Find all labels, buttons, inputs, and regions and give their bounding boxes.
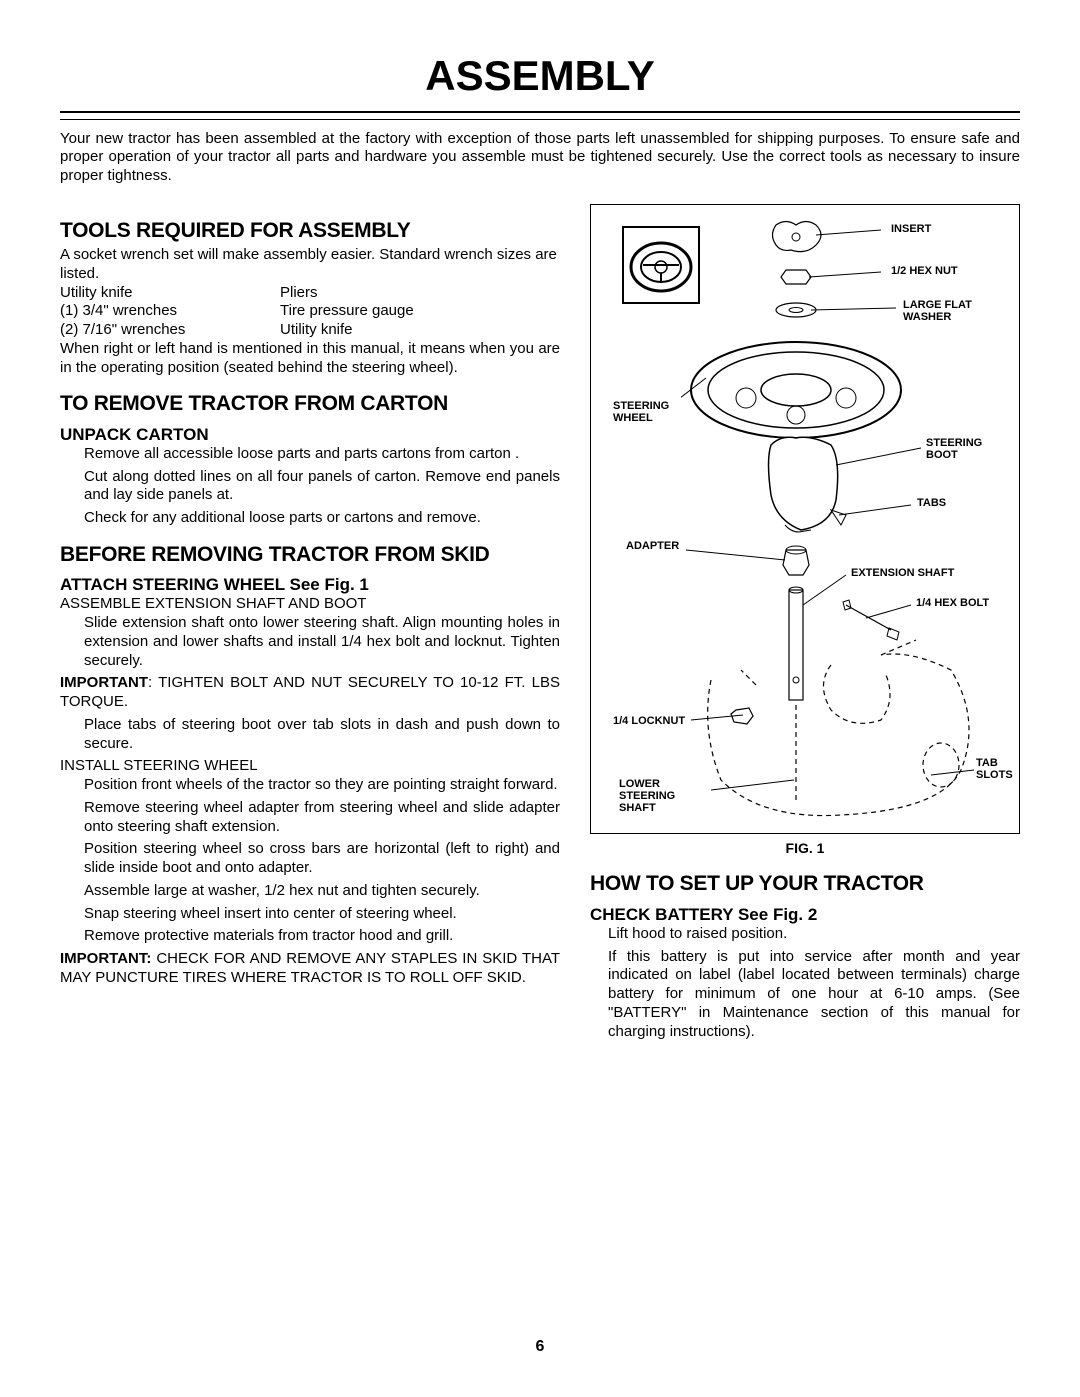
fig-label-washer: LARGE FLAT WASHER — [903, 299, 972, 323]
list-item: Position steering wheel so cross bars ar… — [84, 840, 560, 878]
fig-label-hexbolt: 1/4 HEX BOLT — [916, 597, 989, 609]
tabs-list: Place tabs of steering boot over tab slo… — [60, 716, 560, 754]
tool-item: Utility knife — [60, 284, 280, 303]
page-title: ASSEMBLY — [60, 50, 1020, 103]
assemble-line: ASSEMBLE EXTENSION SHAFT AND BOOT — [60, 595, 560, 614]
list-item: Slide extension shaft onto lower steerin… — [84, 614, 560, 670]
list-item: Assemble large at washer, 1/2 hex nut an… — [84, 882, 560, 901]
list-item: Place tabs of steering boot over tab slo… — [84, 716, 560, 754]
fig-label-locknut: 1/4 LOCKNUT — [613, 715, 685, 727]
tool-item: Utility knife — [280, 321, 414, 340]
unpack-heading: UNPACK CARTON — [60, 424, 560, 445]
tools-heading: TOOLS REQUIRED FOR ASSEMBLY — [60, 218, 560, 244]
setup-heading: HOW TO SET UP YOUR TRACTOR — [590, 871, 1020, 897]
battery-list: Lift hood to raised position. If this ba… — [590, 925, 1020, 1042]
figure-caption: FIG. 1 — [590, 840, 1020, 858]
figure-1: INSERT 1/2 HEX NUT LARGE FLAT WASHER STE… — [590, 204, 1020, 834]
assemble-list: Slide extension shaft onto lower steerin… — [60, 614, 560, 670]
fig-label-wheel: STEERING WHEEL — [613, 400, 669, 424]
unpack-list: Remove all accessible loose parts and pa… — [60, 445, 560, 528]
tools-note: When right or left hand is mentioned in … — [60, 340, 560, 378]
tool-item: (1) 3/4" wrenches — [60, 302, 280, 321]
list-item: Snap steering wheel insert into center o… — [84, 905, 560, 924]
fig-label-hexnut: 1/2 HEX NUT — [891, 265, 958, 277]
tools-col-2: Pliers Tire pressure gauge Utility knife — [280, 284, 414, 340]
list-item: Cut along dotted lines on all four panel… — [84, 468, 560, 506]
rule-thick — [60, 111, 1020, 113]
rule-thin — [60, 119, 1020, 120]
fig-label-insert: INSERT — [891, 223, 931, 235]
important-note-2: IMPORTANT: CHECK FOR AND REMOVE ANY STAP… — [60, 950, 560, 988]
fig-label-lower: LOWER STEERING SHAFT — [619, 778, 675, 814]
important-label: IMPORTANT — [60, 674, 148, 691]
list-item: Lift hood to raised position. — [608, 925, 1020, 944]
list-item: If this battery is put into service afte… — [608, 948, 1020, 1042]
two-column-layout: TOOLS REQUIRED FOR ASSEMBLY A socket wre… — [60, 204, 1020, 1046]
page-number: 6 — [0, 1337, 1080, 1357]
intro-paragraph: Your new tractor has been assembled at t… — [60, 130, 1020, 186]
fig-label-tabslots: TAB SLOTS — [976, 757, 1013, 781]
list-item: Remove all accessible loose parts and pa… — [84, 445, 560, 464]
attach-heading: ATTACH STEERING WHEEL See Fig. 1 — [60, 574, 560, 595]
fig-label-tabs: TABS — [917, 497, 946, 509]
fig-label-boot: STEERING BOOT — [926, 437, 982, 461]
tools-list-row: Utility knife (1) 3/4" wrenches (2) 7/16… — [60, 284, 560, 340]
remove-heading: TO REMOVE TRACTOR FROM CAR­TON — [60, 391, 560, 417]
tool-item: Pliers — [280, 284, 414, 303]
list-item: Remove protective materials from tractor… — [84, 927, 560, 946]
install-line: INSTALL STEERING WHEEL — [60, 757, 560, 776]
left-column: TOOLS REQUIRED FOR ASSEMBLY A socket wre… — [60, 204, 560, 1046]
tools-desc: A socket wrench set will make assembly e… — [60, 246, 560, 284]
list-item: Check for any additional loose parts or … — [84, 509, 560, 528]
battery-heading: CHECK BATTERY See Fig. 2 — [590, 904, 1020, 925]
install-list: Position front wheels of the tractor so … — [60, 776, 560, 946]
before-heading: BEFORE REMOVING TRACTOR FROM SKID — [60, 542, 560, 568]
important-note: IMPORTANT: TIGHTEN BOLT AND NUT SECURELY… — [60, 674, 560, 712]
list-item: Remove steering wheel adapter from steer… — [84, 799, 560, 837]
list-item: Position front wheels of the tractor so … — [84, 776, 560, 795]
tool-item: (2) 7/16" wrenches — [60, 321, 280, 340]
important-label: IMPORTANT: — [60, 950, 151, 967]
tools-col-1: Utility knife (1) 3/4" wrenches (2) 7/16… — [60, 284, 280, 340]
fig-label-adapter: ADAPTER — [626, 540, 679, 552]
right-column: INSERT 1/2 HEX NUT LARGE FLAT WASHER STE… — [590, 204, 1020, 1046]
fig-label-extshaft: EXTENSION SHAFT — [851, 567, 954, 579]
tool-item: Tire pressure gauge — [280, 302, 414, 321]
